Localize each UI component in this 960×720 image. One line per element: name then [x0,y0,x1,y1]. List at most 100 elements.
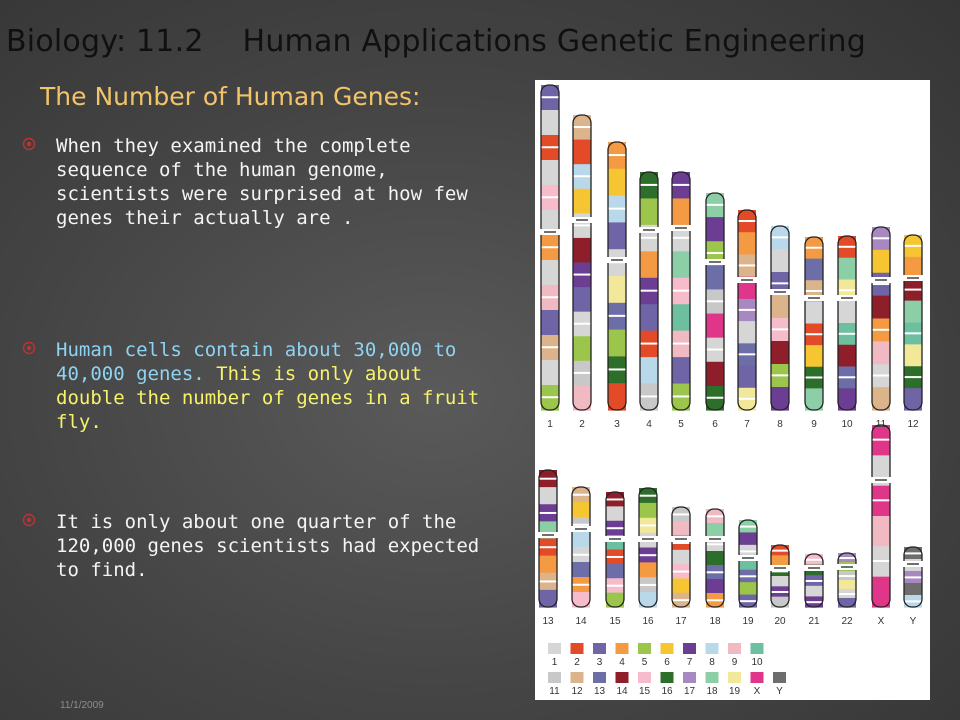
chromosome-label-19: 19 [742,616,754,627]
legend-label-14: 14 [616,686,628,697]
chromosome-19 [738,519,758,608]
chromosome-label-7: 7 [744,419,750,430]
chromosome-14 [571,486,591,608]
chromosome-8 [770,225,790,411]
chromosome-label-Y: Y [910,616,917,627]
legend-swatch-7 [683,643,696,654]
chromosome-17 [671,506,691,608]
chromosome-21 [804,553,824,608]
slide-subtitle: The Number of Human Genes: [40,82,421,111]
chromosome-13 [538,469,558,608]
karyotype-figure: 1 2 3 4 5 6 7 8 9 10 11 12 13 14 15 16 17 18 19 20 21 22 X Y 1 2 3… [535,80,930,700]
legend-swatch-5 [638,643,651,654]
bullet-text-2b: This is only about double the number of … [56,363,480,433]
chromosome-label-9: 9 [811,419,817,430]
legend-swatch-19 [728,672,741,683]
legend-label-13: 13 [594,686,606,697]
legend-label-7: 7 [687,657,693,668]
chromosome-3 [607,141,627,411]
chromosome-X [871,424,891,608]
chromosome-label-8: 8 [777,419,783,430]
legend-label-19: 19 [729,686,741,697]
legend-label-6: 6 [664,657,670,668]
legend-swatch-11 [548,672,561,683]
chromosome-16 [638,487,658,608]
legend-swatch-4 [615,643,629,654]
legend-swatch-X [750,672,764,683]
legend-swatch-15 [638,672,651,683]
legend-label-Y: Y [776,686,783,697]
circle-bullet-icon [22,513,36,527]
chromosome-15 [605,491,625,608]
legend-label-15: 15 [639,686,651,697]
chromosome-label-5: 5 [678,419,684,430]
chromosome-label-20: 20 [774,616,786,627]
chromosome-label-2: 2 [579,419,585,430]
chromosome-label-18: 18 [709,616,721,627]
chromosome-label-13: 13 [542,616,554,627]
chromosome-11 [871,226,891,411]
chromosome-label-4: 4 [646,419,652,430]
legend-label-16: 16 [661,686,673,697]
legend-label-3: 3 [597,657,603,668]
legend-swatch-8 [705,643,719,654]
legend-label-5: 5 [642,657,648,668]
legend-swatch-1 [548,643,561,654]
slide-title: Biology: 11.2 Human Applications Genetic… [6,24,866,59]
bullet-text-3: It is only about one quarter of the 120,… [56,511,480,581]
legend-swatch-13 [593,672,606,683]
legend-label-17: 17 [684,686,696,697]
legend-swatch-16 [660,672,674,683]
circle-bullet-icon [22,341,36,355]
chromosome-18 [705,508,725,608]
chromosome-9 [804,236,824,411]
legend-swatch-6 [660,643,674,654]
chromosome-label-21: 21 [808,616,820,627]
bullet-text-1: When they examined the complete sequence… [56,135,468,229]
chromosome-5 [671,171,691,411]
chromosome-label-11: 11 [876,419,887,430]
legend-swatch-18 [705,672,719,683]
chromosome-2 [572,114,592,411]
chromosome-label-16: 16 [642,616,654,627]
chromosome-22 [837,552,857,608]
chromosome-Y [903,546,923,608]
chromosome-7 [737,209,757,411]
slide-date: 11/1/2009 [60,700,104,711]
chromosome-10 [837,235,857,411]
chromosome-label-6: 6 [712,419,718,430]
chromosome-label-22: 22 [841,616,853,627]
bullet-text-2a: Human cells contain about 30,000 to 40,0… [56,339,457,385]
chromosome-1 [540,84,560,411]
chromosome-label-1: 1 [547,419,553,430]
legend-swatch-14 [615,672,629,683]
legend-label-18: 18 [706,686,718,697]
legend-label-9: 9 [732,657,738,668]
chromosome-label-12: 12 [907,419,919,430]
legend-swatch-3 [593,643,606,654]
legend-label-10: 10 [751,657,763,668]
chromosome-20 [770,544,790,608]
legend-label-12: 12 [571,686,583,697]
chromosome-label-14: 14 [575,616,587,627]
chromosome-label-10: 10 [841,419,853,430]
chromosome-label-X: X [878,616,885,627]
chromosome-4 [639,171,659,411]
legend-label-1: 1 [552,657,558,668]
chromosome-12 [903,234,923,411]
legend-label-11: 11 [549,686,560,697]
legend-swatch-9 [728,643,741,654]
legend-label-4: 4 [619,657,625,668]
chromosome-label-3: 3 [614,419,620,430]
legend-label-8: 8 [709,657,715,668]
legend-swatch-Y [773,672,786,683]
circle-bullet-icon [22,137,36,151]
legend-swatch-17 [683,672,696,683]
legend-label-2: 2 [574,657,580,668]
legend-swatch-10 [750,643,764,654]
chromosome-label-15: 15 [609,616,621,627]
legend-label-X: X [754,686,761,697]
chromosome-label-17: 17 [675,616,687,627]
legend-swatch-2 [570,643,584,654]
